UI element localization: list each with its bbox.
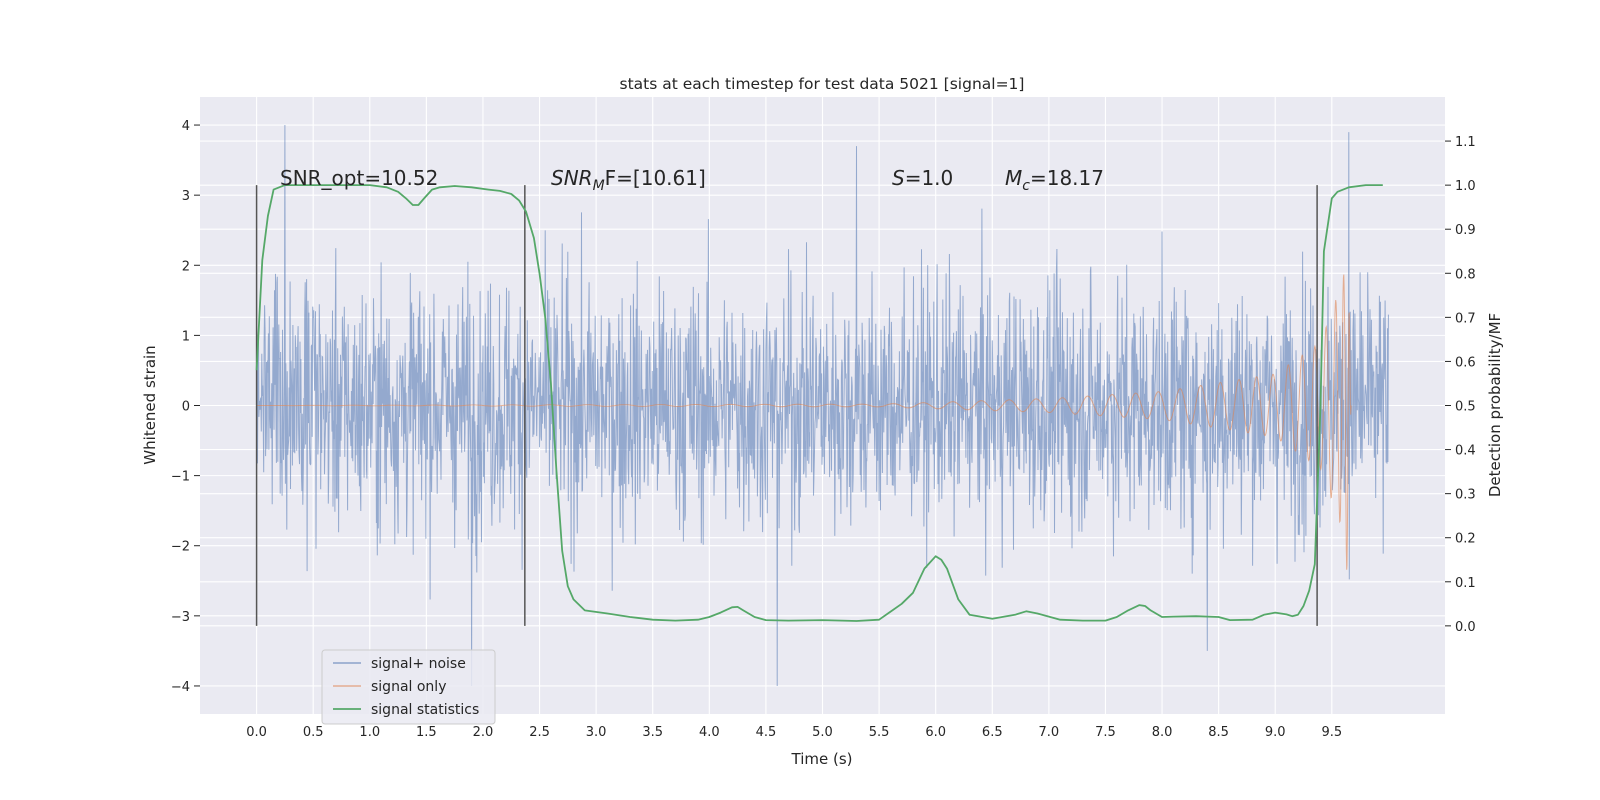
- vertical-markers: [255, 185, 1318, 626]
- y-tick-label-right: 1.1: [1455, 135, 1476, 150]
- y-tick-label-right: 0.2: [1455, 532, 1476, 547]
- y-tick-label-left: −3: [171, 610, 190, 625]
- x-tick-label: 2.0: [473, 725, 494, 740]
- y-tick-label-right: 0.3: [1455, 488, 1476, 503]
- x-tick-label: 4.0: [699, 725, 720, 740]
- x-tick-label: 0.0: [246, 725, 267, 740]
- y-tick-label-right: 0.1: [1455, 576, 1476, 591]
- y-tick-label-right: 0.8: [1455, 267, 1476, 282]
- x-tick-label: 0.5: [303, 725, 324, 740]
- y-axis-left-ticks: 4 3 2 1 0 −1 −2 −3 −4: [171, 119, 200, 695]
- signal-statistics-series: [255, 184, 1383, 622]
- annotation-snr-mf: SNRMF=[10.61]: [551, 166, 706, 194]
- y-tick-label-right: 0.0: [1455, 620, 1476, 635]
- signal-statistics-line: [255, 184, 1383, 622]
- signal-only-line: [256, 274, 1352, 570]
- legend-label-signal-noise: signal+ noise: [371, 656, 466, 672]
- x-tick-label: 3.0: [586, 725, 607, 740]
- y-tick-label-left: 0: [182, 400, 190, 415]
- x-tick-label: 3.5: [642, 725, 663, 740]
- y-tick-label-left: −4: [171, 680, 190, 695]
- y-axis-left-label: Whitened strain: [141, 345, 159, 464]
- y-tick-label-right: 0.7: [1455, 311, 1476, 326]
- y-tick-label-right: 1.0: [1455, 179, 1476, 194]
- annotation-mc: Mc=18.17: [1005, 166, 1104, 194]
- x-tick-label: 7.0: [1039, 725, 1060, 740]
- x-tick-label: 8.5: [1208, 725, 1229, 740]
- legend: signal+ noise signal only signal statist…: [321, 649, 496, 725]
- x-tick-label: 4.5: [756, 725, 777, 740]
- x-axis-ticks: 0.0 0.5 1.0 1.5 2.0 2.5 3.0 3.5 4.0 4.5 5.0 5.5 6.0 6…: [246, 725, 1342, 740]
- x-tick-label: 2.5: [529, 725, 550, 740]
- x-tick-label: 1.5: [416, 725, 437, 740]
- y-axis-right-ticks: 1.1 1.0 0.9 0.8 0.7 0.6 0.5 0.4 0.3 0.2 0.1 0.0: [1445, 135, 1476, 635]
- y-tick-label-left: 2: [182, 259, 190, 274]
- annotation-s: S=1.0: [892, 166, 953, 190]
- y-tick-label-right: 0.6: [1455, 355, 1476, 370]
- y-tick-label-left: −2: [171, 540, 190, 555]
- x-tick-label: 1.0: [359, 725, 380, 740]
- legend-label-signal-only: signal only: [371, 679, 446, 695]
- y-tick-label-right: 0.4: [1455, 444, 1476, 459]
- x-axis-label: Time (s): [791, 750, 853, 768]
- x-tick-label: 8.0: [1152, 725, 1173, 740]
- y-tick-label-left: 3: [182, 189, 190, 204]
- legend-box: [321, 649, 496, 725]
- x-tick-label: 5.0: [812, 725, 833, 740]
- legend-label-signal-statistics: signal statistics: [371, 702, 479, 718]
- x-tick-label: 6.5: [982, 725, 1003, 740]
- y-tick-label-right: 0.9: [1455, 223, 1476, 238]
- y-axis-right-label: Detection probability/MF: [1486, 313, 1504, 497]
- signal-noise-line: [256, 124, 1389, 687]
- x-tick-label: 9.5: [1321, 725, 1342, 740]
- chart-title: stats at each timestep for test data 502…: [620, 75, 1025, 93]
- x-tick-label: 7.5: [1095, 725, 1116, 740]
- x-tick-label: 9.0: [1265, 725, 1286, 740]
- y-tick-label-right: 0.5: [1455, 400, 1476, 415]
- x-tick-label: 6.0: [925, 725, 946, 740]
- y-tick-label-left: 1: [182, 329, 190, 344]
- y-tick-label-left: −1: [171, 470, 190, 485]
- signal-only-series: [256, 274, 1352, 570]
- annotation-snr-opt: SNR_opt=10.52: [280, 166, 438, 190]
- signal-noise-series: [256, 124, 1389, 687]
- y-tick-label-left: 4: [182, 119, 190, 134]
- x-tick-label: 5.5: [869, 725, 890, 740]
